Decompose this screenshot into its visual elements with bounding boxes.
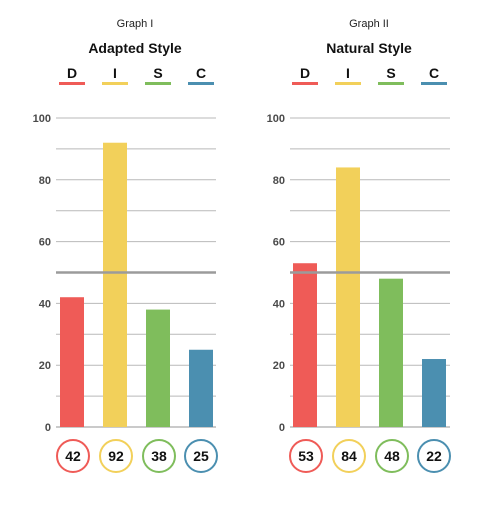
y-tick-label: 60 bbox=[273, 237, 285, 249]
chart-title: Natural Style bbox=[326, 40, 412, 56]
legend-label-d: D bbox=[300, 65, 310, 81]
value-circle-i bbox=[332, 439, 366, 473]
y-tick-label: 0 bbox=[45, 422, 51, 434]
bar-i bbox=[103, 142, 127, 427]
value-label-i: 84 bbox=[341, 448, 357, 464]
bar-c bbox=[422, 359, 446, 427]
value-label-s: 38 bbox=[151, 448, 167, 464]
chart-title: Adapted Style bbox=[88, 40, 182, 56]
y-tick-label: 40 bbox=[39, 298, 51, 310]
legend-swatch-s bbox=[145, 82, 171, 85]
y-tick-label: 20 bbox=[273, 360, 285, 372]
value-label-i: 92 bbox=[108, 448, 124, 464]
value-circle-c bbox=[184, 439, 218, 473]
bar-i bbox=[336, 167, 360, 427]
value-circle-s bbox=[375, 439, 409, 473]
legend-swatch-d bbox=[292, 82, 318, 85]
y-tick-label: 80 bbox=[273, 175, 285, 187]
value-circle-i bbox=[99, 439, 133, 473]
y-tick-label: 20 bbox=[39, 360, 51, 372]
y-tick-label: 80 bbox=[39, 175, 51, 187]
value-label-c: 22 bbox=[426, 448, 442, 464]
bar-d bbox=[293, 263, 317, 427]
y-tick-label: 100 bbox=[33, 113, 51, 125]
legend-label-i: I bbox=[346, 65, 350, 81]
legend-swatch-c bbox=[188, 82, 214, 85]
legend-label-s: S bbox=[386, 65, 395, 81]
y-tick-label: 60 bbox=[39, 237, 51, 249]
legend-swatch-i bbox=[102, 82, 128, 85]
chart-caption: Graph II bbox=[349, 18, 389, 30]
value-circle-c bbox=[417, 439, 451, 473]
value-circle-d bbox=[289, 439, 323, 473]
bar-s bbox=[146, 309, 170, 427]
value-circle-d bbox=[56, 439, 90, 473]
value-label-s: 48 bbox=[384, 448, 400, 464]
chart-caption: Graph I bbox=[117, 18, 154, 30]
legend-swatch-d bbox=[59, 82, 85, 85]
legend-label-s: S bbox=[153, 65, 162, 81]
legend-swatch-i bbox=[335, 82, 361, 85]
value-label-d: 42 bbox=[65, 448, 81, 464]
bar-s bbox=[379, 278, 403, 427]
legend-label-c: C bbox=[429, 65, 439, 81]
legend-label-c: C bbox=[196, 65, 206, 81]
value-circle-s bbox=[142, 439, 176, 473]
value-label-c: 25 bbox=[193, 448, 209, 464]
legend-label-d: D bbox=[67, 65, 77, 81]
legend-swatch-c bbox=[421, 82, 447, 85]
legend-label-i: I bbox=[113, 65, 117, 81]
value-label-d: 53 bbox=[298, 448, 314, 464]
bar-c bbox=[189, 349, 213, 427]
y-tick-label: 100 bbox=[267, 113, 285, 125]
bar-d bbox=[60, 297, 84, 427]
y-tick-label: 40 bbox=[273, 298, 285, 310]
legend-swatch-s bbox=[378, 82, 404, 85]
y-tick-label: 0 bbox=[279, 422, 285, 434]
